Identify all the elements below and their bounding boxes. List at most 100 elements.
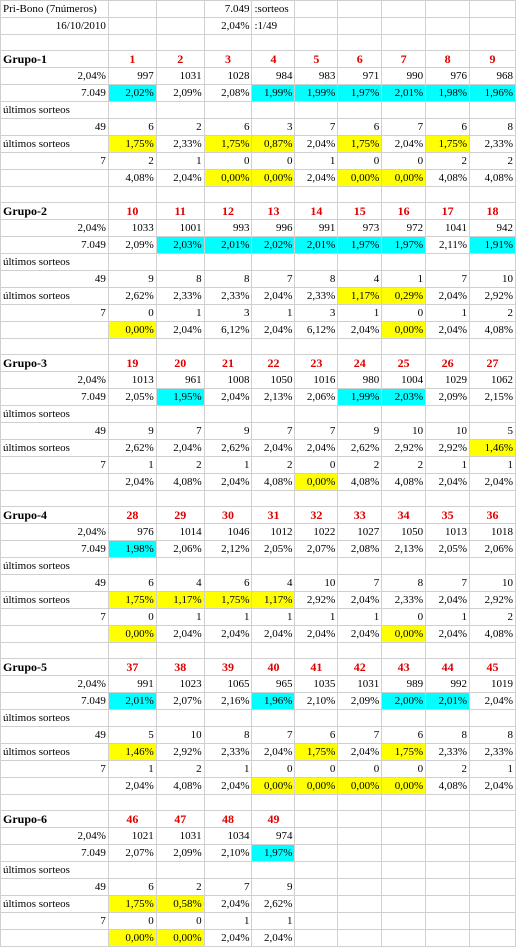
draw-pct-cell[interactable]: 2,12% <box>203 540 253 558</box>
draw-pct-cell[interactable]: 1,96% <box>469 84 516 102</box>
last49-pct-cell[interactable]: 2,04% <box>381 135 427 153</box>
last7-count-cell[interactable]: 1 <box>155 608 205 626</box>
last7-count-cell[interactable]: 1 <box>469 456 516 474</box>
last7-pct-cell[interactable]: 2,04% <box>107 777 157 795</box>
draw-count-cell[interactable]: 991 <box>107 675 157 693</box>
last7-count-row-label[interactable]: 7 <box>0 912 109 930</box>
draw-pct-cell[interactable]: 2,16% <box>203 692 253 710</box>
last49-pct-cell[interactable]: 2,04% <box>251 287 296 305</box>
ball-number[interactable]: 34 <box>381 506 427 524</box>
last49-pct-cell[interactable]: 2,04% <box>294 135 339 153</box>
last7-pct-row-label[interactable] <box>0 169 109 187</box>
ball-number[interactable]: 37 <box>107 658 157 676</box>
ball-number[interactable]: 39 <box>203 658 253 676</box>
group-name[interactable]: Grupo-2 <box>0 202 109 220</box>
draw-count-cell[interactable]: 983 <box>294 67 339 85</box>
draw-count-cell[interactable]: 1016 <box>294 371 339 389</box>
group-name[interactable]: Grupo-1 <box>0 50 109 68</box>
ball-number[interactable]: 1 <box>107 50 157 68</box>
ball-number[interactable]: 43 <box>381 658 427 676</box>
draw-pct-cell[interactable]: 2,06% <box>294 388 339 406</box>
last49-pct-cell[interactable]: 1,75% <box>203 135 253 153</box>
last49-pct-cell[interactable]: 1,75% <box>294 743 339 761</box>
last49-pct-row-label[interactable]: últimos sorteos <box>0 135 109 153</box>
draw-pct-cell[interactable]: 2,03% <box>381 388 427 406</box>
ball-number[interactable]: 23 <box>294 354 339 372</box>
draw-count-cell[interactable]: 1062 <box>469 371 516 389</box>
last7-pct-cell[interactable]: 4,08% <box>337 473 383 491</box>
draw-count-cell[interactable]: 993 <box>203 219 253 237</box>
draw-pct-row-label[interactable]: 7.049 <box>0 540 109 558</box>
draw-count-cell[interactable]: 968 <box>469 67 516 85</box>
last7-count-cell[interactable]: 2 <box>155 760 205 778</box>
draw-count-cell[interactable]: 1033 <box>107 219 157 237</box>
last7-pct-row-label[interactable] <box>0 625 109 643</box>
last49-count-cell[interactable]: 7 <box>251 726 296 744</box>
ultimos-title[interactable]: últimos sorteos <box>0 709 109 727</box>
last49-count-cell[interactable]: 9 <box>203 422 253 440</box>
draw-count-cell[interactable]: 989 <box>381 675 427 693</box>
group-name[interactable]: Grupo-6 <box>0 810 109 828</box>
last7-pct-cell[interactable]: 0,00% <box>107 321 157 339</box>
last49-count-cell[interactable]: 8 <box>469 726 516 744</box>
last49-count-cell[interactable]: 2 <box>155 878 205 896</box>
draw-pct-cell[interactable]: 1,99% <box>294 84 339 102</box>
last49-pct-cell[interactable]: 2,62% <box>337 439 383 457</box>
ball-number[interactable]: 24 <box>337 354 383 372</box>
last7-count-cell[interactable]: 1 <box>107 456 157 474</box>
last49-pct-cell[interactable]: 1,75% <box>381 743 427 761</box>
ball-number[interactable]: 7 <box>381 50 427 68</box>
ball-number[interactable]: 17 <box>425 202 471 220</box>
ultimos-title[interactable]: últimos sorteos <box>0 405 109 423</box>
last7-count-cell[interactable]: 0 <box>381 304 427 322</box>
draw-count-row-label[interactable]: 2,04% <box>0 67 109 85</box>
draw-count-row-label[interactable]: 2,04% <box>0 219 109 237</box>
last49-pct-cell[interactable]: 2,33% <box>155 135 205 153</box>
last7-pct-cell[interactable]: 0,00% <box>155 929 205 947</box>
last49-pct-cell[interactable]: 1,75% <box>107 135 157 153</box>
draw-count-cell[interactable]: 942 <box>469 219 516 237</box>
draw-count-cell[interactable]: 980 <box>337 371 383 389</box>
last7-pct-cell[interactable]: 2,04% <box>203 777 253 795</box>
ultimos-title[interactable]: últimos sorteos <box>0 101 109 119</box>
last49-count-row-label[interactable]: 49 <box>0 118 109 136</box>
last49-count-cell[interactable]: 9 <box>251 878 296 896</box>
last7-count-cell[interactable]: 0 <box>381 608 427 626</box>
draw-count-cell[interactable]: 1034 <box>203 827 253 845</box>
last49-pct-cell[interactable]: 1,75% <box>337 135 383 153</box>
ball-number[interactable]: 2 <box>155 50 205 68</box>
last7-count-cell[interactable]: 0 <box>294 760 339 778</box>
last49-count-row-label[interactable]: 49 <box>0 574 109 592</box>
ball-number[interactable]: 41 <box>294 658 339 676</box>
last49-count-cell[interactable]: 7 <box>425 574 471 592</box>
draw-pct-cell[interactable]: 2,11% <box>425 236 471 254</box>
ball-number[interactable]: 16 <box>381 202 427 220</box>
last7-count-row-label[interactable]: 7 <box>0 304 109 322</box>
last7-count-cell[interactable]: 0 <box>107 608 157 626</box>
last49-count-cell[interactable]: 7 <box>337 726 383 744</box>
last7-pct-cell[interactable]: 0,00% <box>107 929 157 947</box>
last49-pct-cell[interactable]: 2,04% <box>251 439 296 457</box>
draw-count-row-label[interactable]: 2,04% <box>0 827 109 845</box>
last49-count-row-label[interactable]: 49 <box>0 270 109 288</box>
ball-number[interactable]: 13 <box>251 202 296 220</box>
last7-count-cell[interactable]: 1 <box>469 760 516 778</box>
draw-pct-cell[interactable]: 2,04% <box>203 388 253 406</box>
ball-number[interactable]: 45 <box>469 658 516 676</box>
last7-pct-cell[interactable]: 2,04% <box>337 625 383 643</box>
last49-pct-row-label[interactable]: últimos sorteos <box>0 743 109 761</box>
draw-pct-cell[interactable]: 2,13% <box>381 540 427 558</box>
last49-count-cell[interactable]: 4 <box>251 574 296 592</box>
last49-count-cell[interactable]: 8 <box>155 270 205 288</box>
last49-count-cell[interactable]: 10 <box>469 270 516 288</box>
last7-pct-cell[interactable]: 4,08% <box>251 473 296 491</box>
last49-count-cell[interactable]: 8 <box>203 726 253 744</box>
draw-count-cell[interactable]: 972 <box>381 219 427 237</box>
last49-pct-cell[interactable]: 1,17% <box>251 591 296 609</box>
last7-count-cell[interactable]: 2 <box>155 456 205 474</box>
last49-count-cell[interactable]: 6 <box>107 118 157 136</box>
ball-number[interactable]: 9 <box>469 50 516 68</box>
draw-pct-cell[interactable]: 2,09% <box>155 844 205 862</box>
draw-pct-cell[interactable]: 1,97% <box>337 84 383 102</box>
draw-count-cell[interactable]: 1046 <box>203 523 253 541</box>
